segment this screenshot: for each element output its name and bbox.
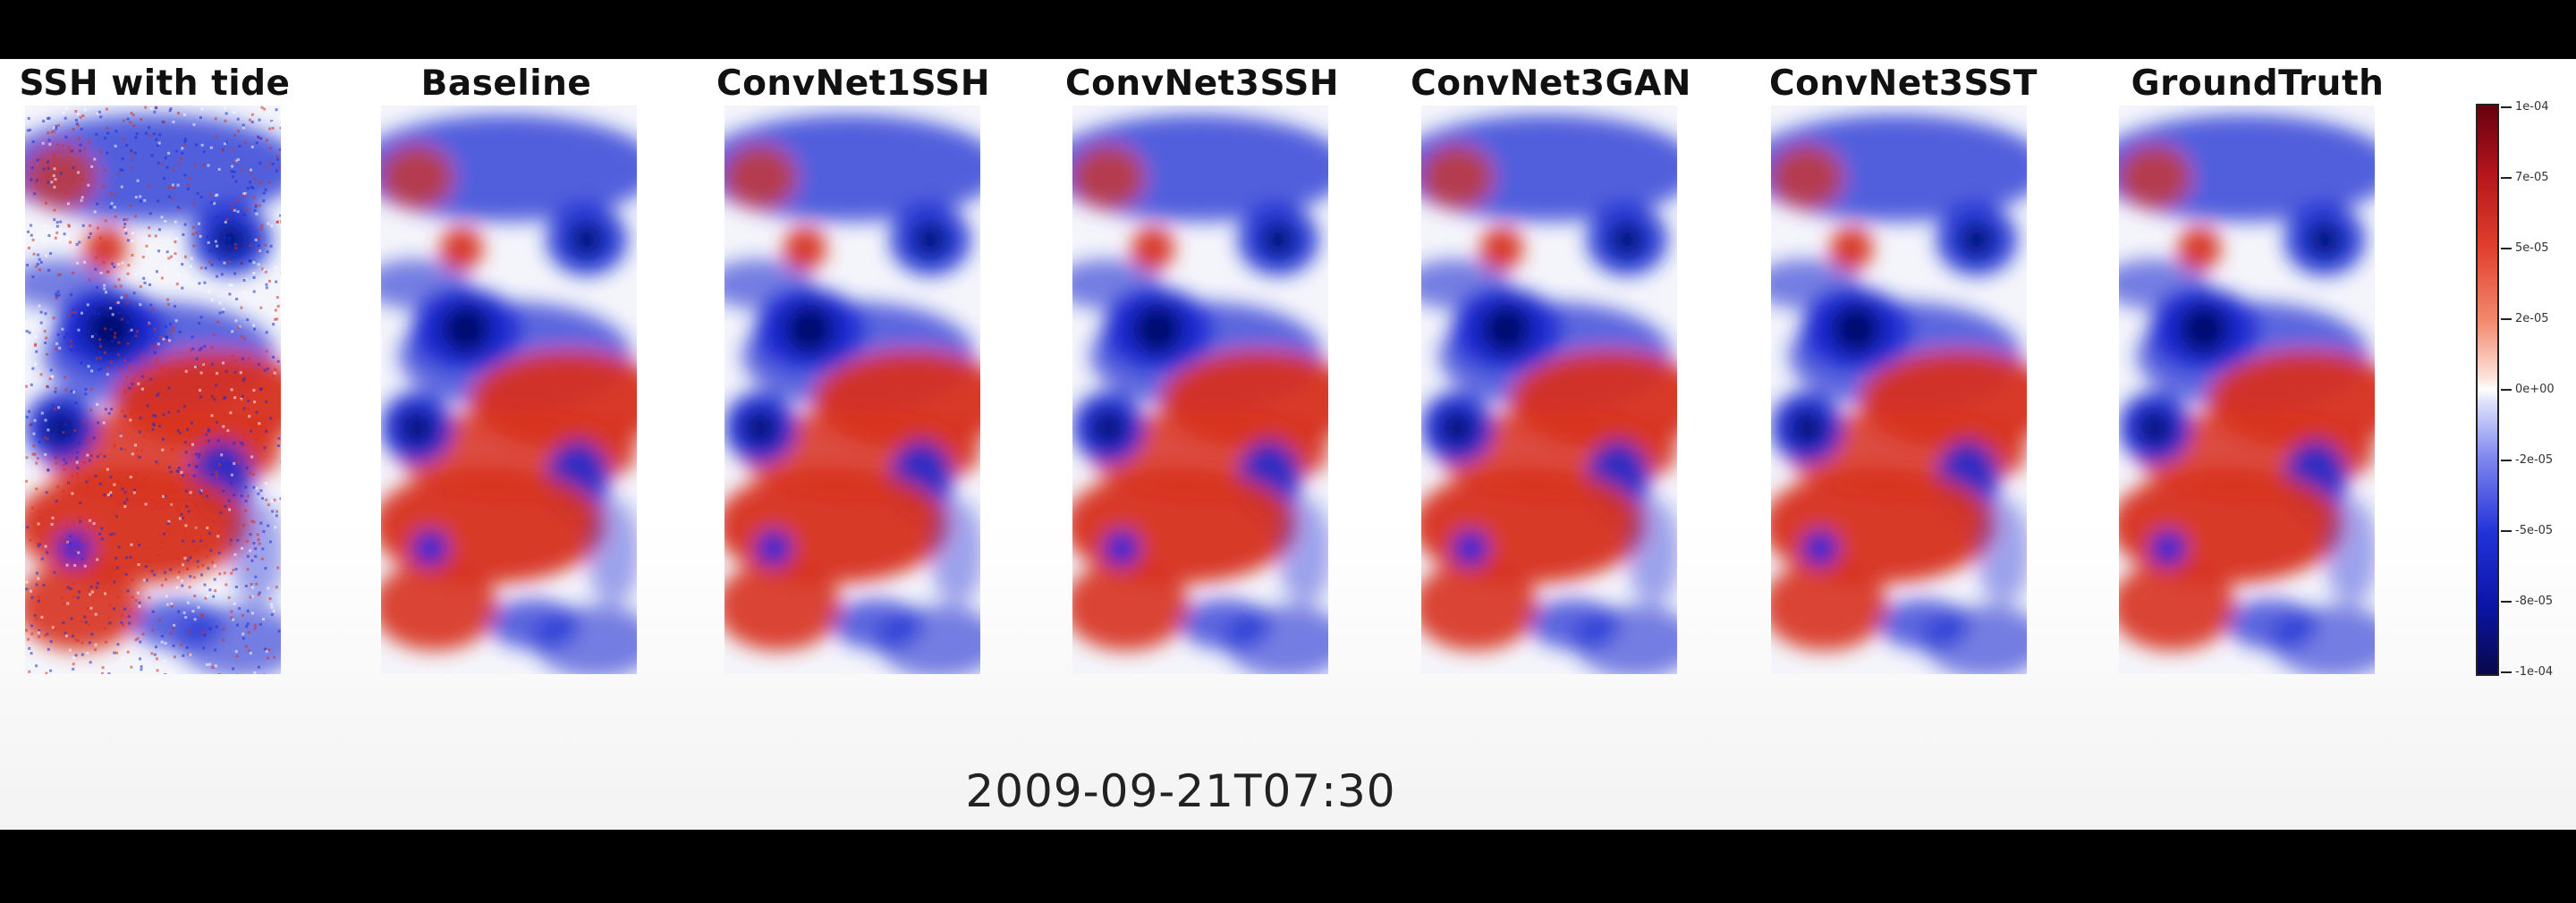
colorbar-tick-label: 7e-05 xyxy=(2515,171,2549,184)
colorbar-tick xyxy=(2501,248,2512,249)
colorbar-tick xyxy=(2501,530,2512,532)
top-letterbox xyxy=(0,0,2576,59)
field-image xyxy=(25,105,281,674)
colorbar-tick xyxy=(2501,671,2512,673)
colorbar-tick xyxy=(2501,460,2512,461)
figure-area: SSH with tide Baseline ConvNet1SSH ConvN… xyxy=(0,59,2576,830)
timestamp-label: 2009-09-21T07:30 xyxy=(965,765,1396,817)
panel-title-convnet3sst: ConvNet3SST xyxy=(1769,63,2038,104)
colorbar-tick xyxy=(2501,318,2512,320)
panel-title-convnet3gan: ConvNet3GAN xyxy=(1411,63,1691,104)
field-map-groundtruth xyxy=(2119,105,2375,674)
bottom-letterbox xyxy=(0,830,2576,903)
panel-title-baseline: Baseline xyxy=(420,63,592,104)
colorbar-tick xyxy=(2501,177,2512,179)
field-map-convnet3sst xyxy=(1771,105,2027,674)
colorbar-tick-label: 5e-05 xyxy=(2515,241,2549,255)
colorbar xyxy=(2476,104,2499,676)
colorbar-tick-label: -8e-05 xyxy=(2515,595,2554,608)
colorbar-tick xyxy=(2501,106,2512,108)
panel-title-convnet1ssh: ConvNet1SSH xyxy=(716,63,991,104)
panel-title-convnet3ssh: ConvNet3SSH xyxy=(1064,63,1340,104)
field-map-convnet1ssh xyxy=(724,105,980,674)
field-map-convnet3gan xyxy=(1421,105,1677,674)
field-image xyxy=(1771,105,2027,674)
field-map-ssh-with-tide xyxy=(25,105,281,674)
field-map-baseline xyxy=(381,105,637,674)
field-image xyxy=(1421,105,1677,674)
colorbar-tick-label: 0e+00 xyxy=(2515,383,2555,396)
field-map-convnet3ssh xyxy=(1072,105,1328,674)
field-image xyxy=(2119,105,2375,674)
colorbar-tick-label: -5e-05 xyxy=(2515,524,2554,537)
colorbar-tick-label: -1e-04 xyxy=(2515,665,2554,679)
panel-title-ssh-with-tide: SSH with tide xyxy=(19,63,291,104)
colorbar-tick xyxy=(2501,389,2512,391)
field-image xyxy=(724,105,980,674)
field-image xyxy=(381,105,637,674)
colorbar-tick-label: 1e-04 xyxy=(2515,100,2549,114)
colorbar-tick xyxy=(2501,601,2512,603)
panel-title-groundtruth: GroundTruth xyxy=(2131,63,2385,104)
field-image xyxy=(1072,105,1328,674)
colorbar-tick-label: -2e-05 xyxy=(2515,453,2554,467)
colorbar-tick-label: 2e-05 xyxy=(2515,312,2549,325)
